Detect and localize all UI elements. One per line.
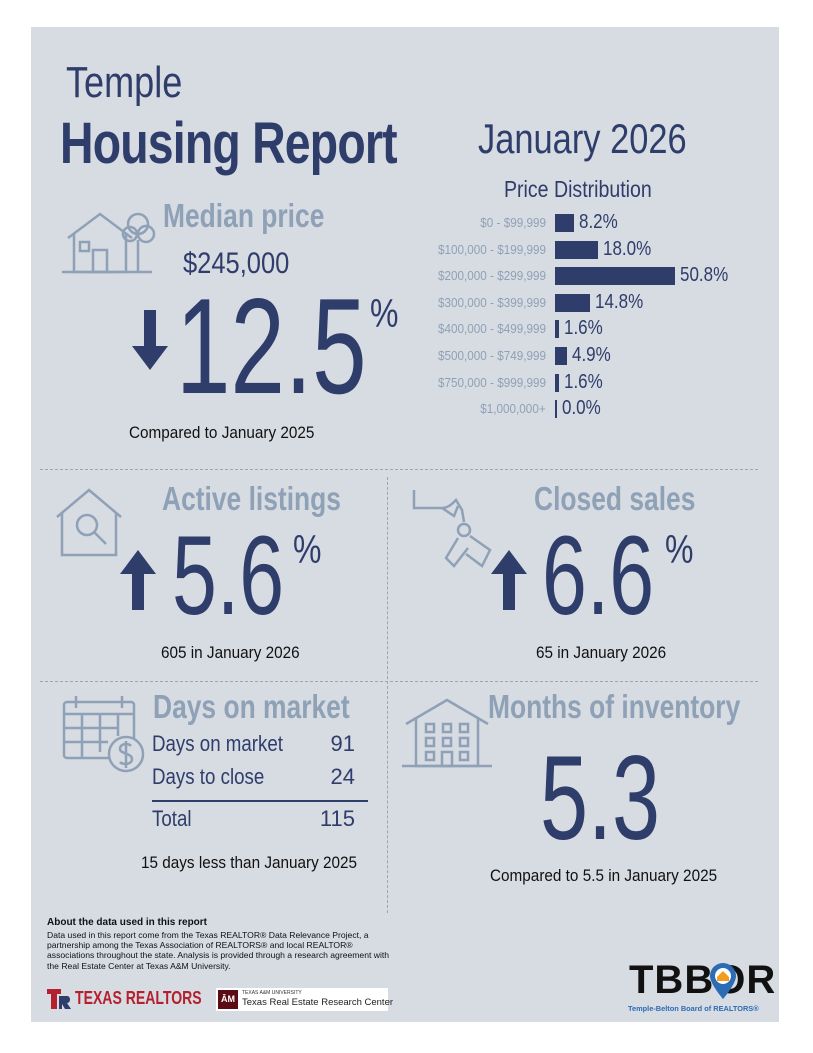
texas-realtors-text: TEXAS REALTORS <box>75 988 202 1008</box>
dom-row-value: 24 <box>330 764 355 789</box>
report-panel <box>31 27 779 1022</box>
dom-row-value: 91 <box>330 731 355 756</box>
price-distribution-value: 50.8% <box>680 264 729 287</box>
active-listings-pct-sign: % <box>293 528 322 572</box>
about-title: About the data used in this report <box>47 917 208 928</box>
price-distribution-row: $100,000 - $199,999 18.0% <box>380 238 760 264</box>
price-distribution-row: $400,000 - $499,999 1.6% <box>380 317 760 343</box>
report-month: January 2026 <box>478 115 687 162</box>
dom-total-value: 115 <box>319 806 355 831</box>
price-distribution-row: $500,000 - $749,999 4.9% <box>380 344 760 370</box>
price-distribution-row: $1,000,000+ 0.0% <box>380 397 760 423</box>
about-text: Data used in this report come from the T… <box>47 930 390 971</box>
price-distribution-row: $300,000 - $399,999 14.8% <box>380 291 760 317</box>
price-distribution-value: 8.2% <box>579 211 619 233</box>
active-listings-note: 605 in January 2026 <box>161 643 300 662</box>
closed-sales-change: 6.6 <box>542 513 655 638</box>
hand-keys-icon <box>412 490 492 568</box>
price-distribution-value: 18.0% <box>602 237 651 260</box>
closed-sales-note: 65 in January 2026 <box>536 643 667 662</box>
dom-total-label: Total <box>152 806 192 831</box>
down-arrow-icon <box>132 310 168 370</box>
months-inventory-note: Compared to 5.5 in January 2025 <box>490 866 718 885</box>
apartment-building-icon <box>402 698 492 768</box>
divider-vertical <box>387 477 388 913</box>
tamu-center-logo: ĀM TEXAS A&M UNIVERSITY Texas Real Estat… <box>216 988 393 1011</box>
house-tree-icon <box>62 212 156 274</box>
days-on-market-label: Days on market <box>153 688 350 725</box>
months-inventory-value: 5.3 <box>540 731 661 865</box>
up-arrow-icon <box>491 550 527 610</box>
closed-sales-pct-sign: % <box>665 528 694 572</box>
price-distribution-value: 1.6% <box>563 370 603 393</box>
tbbor-logo-text: TBBOR <box>629 958 777 1002</box>
median-price-note: Compared to January 2025 <box>129 423 315 442</box>
tamu-university-text: TEXAS A&M UNIVERSITY <box>242 990 302 996</box>
city-name: Temple <box>66 58 183 107</box>
tamu-mark-icon: ĀM <box>218 990 238 1009</box>
price-range-label: $300,000 - $399,999 <box>438 294 546 310</box>
price-distribution-value: 1.6% <box>563 317 603 340</box>
texas-realtors-logo: TEXAS REALTORS <box>47 988 237 1009</box>
price-range-label: $100,000 - $199,999 <box>438 241 546 257</box>
price-distribution-bar <box>555 240 598 259</box>
median-price-pct-sign: % <box>370 292 399 336</box>
dom-row-label: Days to close <box>152 764 265 789</box>
active-listings-label: Active listings <box>162 480 341 517</box>
price-distribution-bar <box>555 400 557 419</box>
median-price-value: $245,000 <box>183 247 290 280</box>
price-range-label: $1,000,000+ <box>480 401 546 417</box>
price-distribution-bar <box>555 320 559 339</box>
closed-sales-label: Closed sales <box>534 480 696 517</box>
tamu-center-text: Texas Real Estate Research Center <box>242 997 394 1008</box>
median-price-label: Median price <box>163 197 325 234</box>
dom-total-rule <box>152 800 368 802</box>
price-distribution-bar <box>555 373 559 392</box>
tbbor-pin-icon <box>710 963 736 999</box>
price-distribution-value: 14.8% <box>594 290 644 313</box>
price-distribution-row: $0 - $99,999 8.2% <box>380 211 760 237</box>
divider-top <box>40 469 758 470</box>
tbbor-subtitle: Temple-Belton Board of REALTORS® <box>628 1004 759 1013</box>
price-distribution-title: Price Distribution <box>504 176 652 202</box>
days-on-market-note: 15 days less than January 2025 <box>141 853 358 872</box>
price-distribution-bar <box>555 214 575 232</box>
price-distribution-row: $750,000 - $999,999 1.6% <box>380 371 760 397</box>
price-distribution-value: 0.0% <box>562 397 601 420</box>
price-distribution-bar <box>555 293 590 312</box>
months-inventory-label: Months of inventory <box>488 688 741 725</box>
price-range-label: $400,000 - $499,999 <box>438 321 546 337</box>
active-listings-change: 5.6 <box>172 513 285 638</box>
median-price-change: 12.5 <box>176 270 367 422</box>
texas-realtors-mark-icon <box>47 988 71 1009</box>
report-title: Housing Report <box>60 111 398 176</box>
up-arrow-icon <box>120 550 156 610</box>
price-distribution-bar <box>555 267 675 286</box>
price-distribution-bar <box>555 347 567 365</box>
dom-row-label: Days on market <box>152 731 283 756</box>
divider-middle <box>40 681 758 682</box>
price-distribution-row: $200,000 - $299,999 50.8% <box>380 264 760 290</box>
calendar-dollar-icon <box>62 696 145 773</box>
price-range-label: $200,000 - $299,999 <box>438 268 546 284</box>
price-range-label: $0 - $99,999 <box>480 215 546 230</box>
price-distribution-value: 4.9% <box>571 344 611 366</box>
price-range-label: $500,000 - $749,999 <box>438 348 546 363</box>
price-range-label: $750,000 - $999,999 <box>438 374 546 390</box>
house-search-icon <box>56 488 122 557</box>
